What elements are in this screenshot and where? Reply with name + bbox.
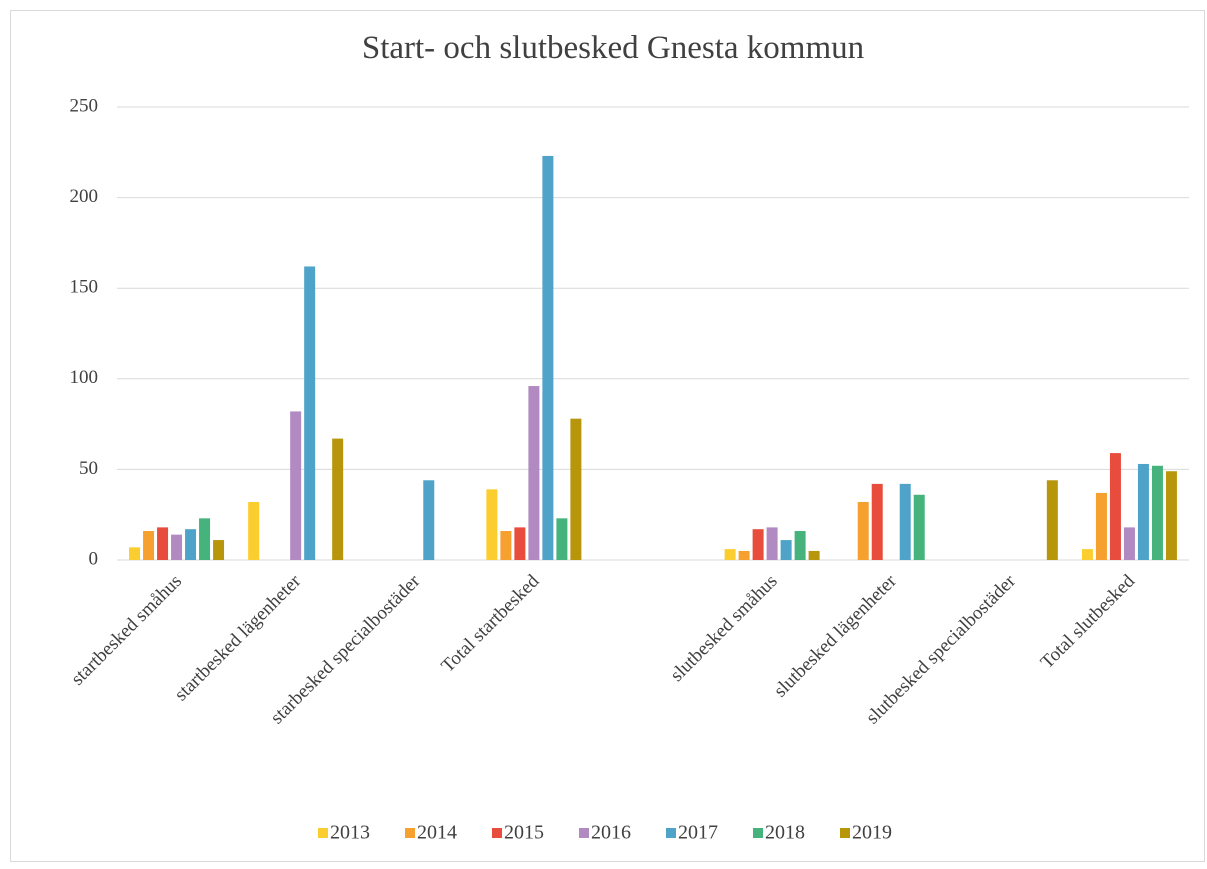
bar	[738, 550, 750, 560]
bar	[332, 438, 344, 560]
legend-swatch	[405, 828, 415, 838]
bar	[185, 529, 197, 560]
bar	[1109, 453, 1121, 560]
bar	[766, 527, 778, 560]
bar	[1095, 492, 1107, 560]
bar	[157, 527, 169, 560]
bar	[248, 502, 260, 560]
bar	[871, 483, 883, 560]
chart-title: Start- och slutbesked Gnesta kommun	[362, 30, 864, 66]
y-tick-label: 250	[70, 95, 99, 116]
bar	[213, 540, 225, 560]
bar	[542, 155, 554, 560]
legend-label: 2019	[852, 822, 892, 844]
legend-swatch	[318, 828, 328, 838]
bar	[1046, 480, 1058, 560]
bar	[304, 266, 316, 560]
bar	[794, 531, 806, 560]
bar	[1137, 463, 1149, 560]
bar	[199, 518, 211, 560]
legend-label: 2016	[591, 822, 631, 844]
bar	[899, 483, 911, 560]
bar	[724, 549, 736, 560]
bar	[780, 540, 792, 560]
bar	[808, 550, 820, 560]
bar	[486, 489, 498, 560]
legend-swatch	[753, 828, 763, 838]
bar	[570, 418, 582, 560]
bar	[129, 547, 141, 560]
legend-label: 2014	[417, 822, 457, 844]
bar	[143, 531, 155, 560]
legend-label: 2013	[330, 822, 370, 844]
legend-label: 2018	[765, 822, 805, 844]
bar	[556, 518, 568, 560]
bar	[857, 502, 869, 560]
bar	[1123, 527, 1135, 560]
y-tick-label: 0	[89, 548, 99, 569]
bar	[1081, 549, 1093, 560]
y-tick-label: 200	[70, 186, 99, 207]
y-tick-label: 50	[79, 458, 98, 479]
chart-frame	[10, 10, 1205, 862]
bar	[752, 529, 764, 560]
legend-swatch	[666, 828, 676, 838]
legend-label: 2015	[504, 822, 544, 844]
legend-swatch	[492, 828, 502, 838]
bar	[500, 531, 512, 560]
y-tick-label: 150	[70, 277, 99, 298]
bar	[528, 386, 540, 560]
legend-swatch	[840, 828, 850, 838]
bar	[290, 411, 302, 560]
bar	[171, 534, 183, 560]
bar	[1151, 465, 1163, 560]
legend-label: 2017	[678, 822, 718, 844]
bar	[423, 480, 435, 560]
bar	[514, 527, 526, 560]
legend-swatch	[579, 828, 589, 838]
bar	[1165, 471, 1177, 560]
y-tick-label: 100	[70, 367, 99, 388]
bar	[913, 494, 925, 560]
